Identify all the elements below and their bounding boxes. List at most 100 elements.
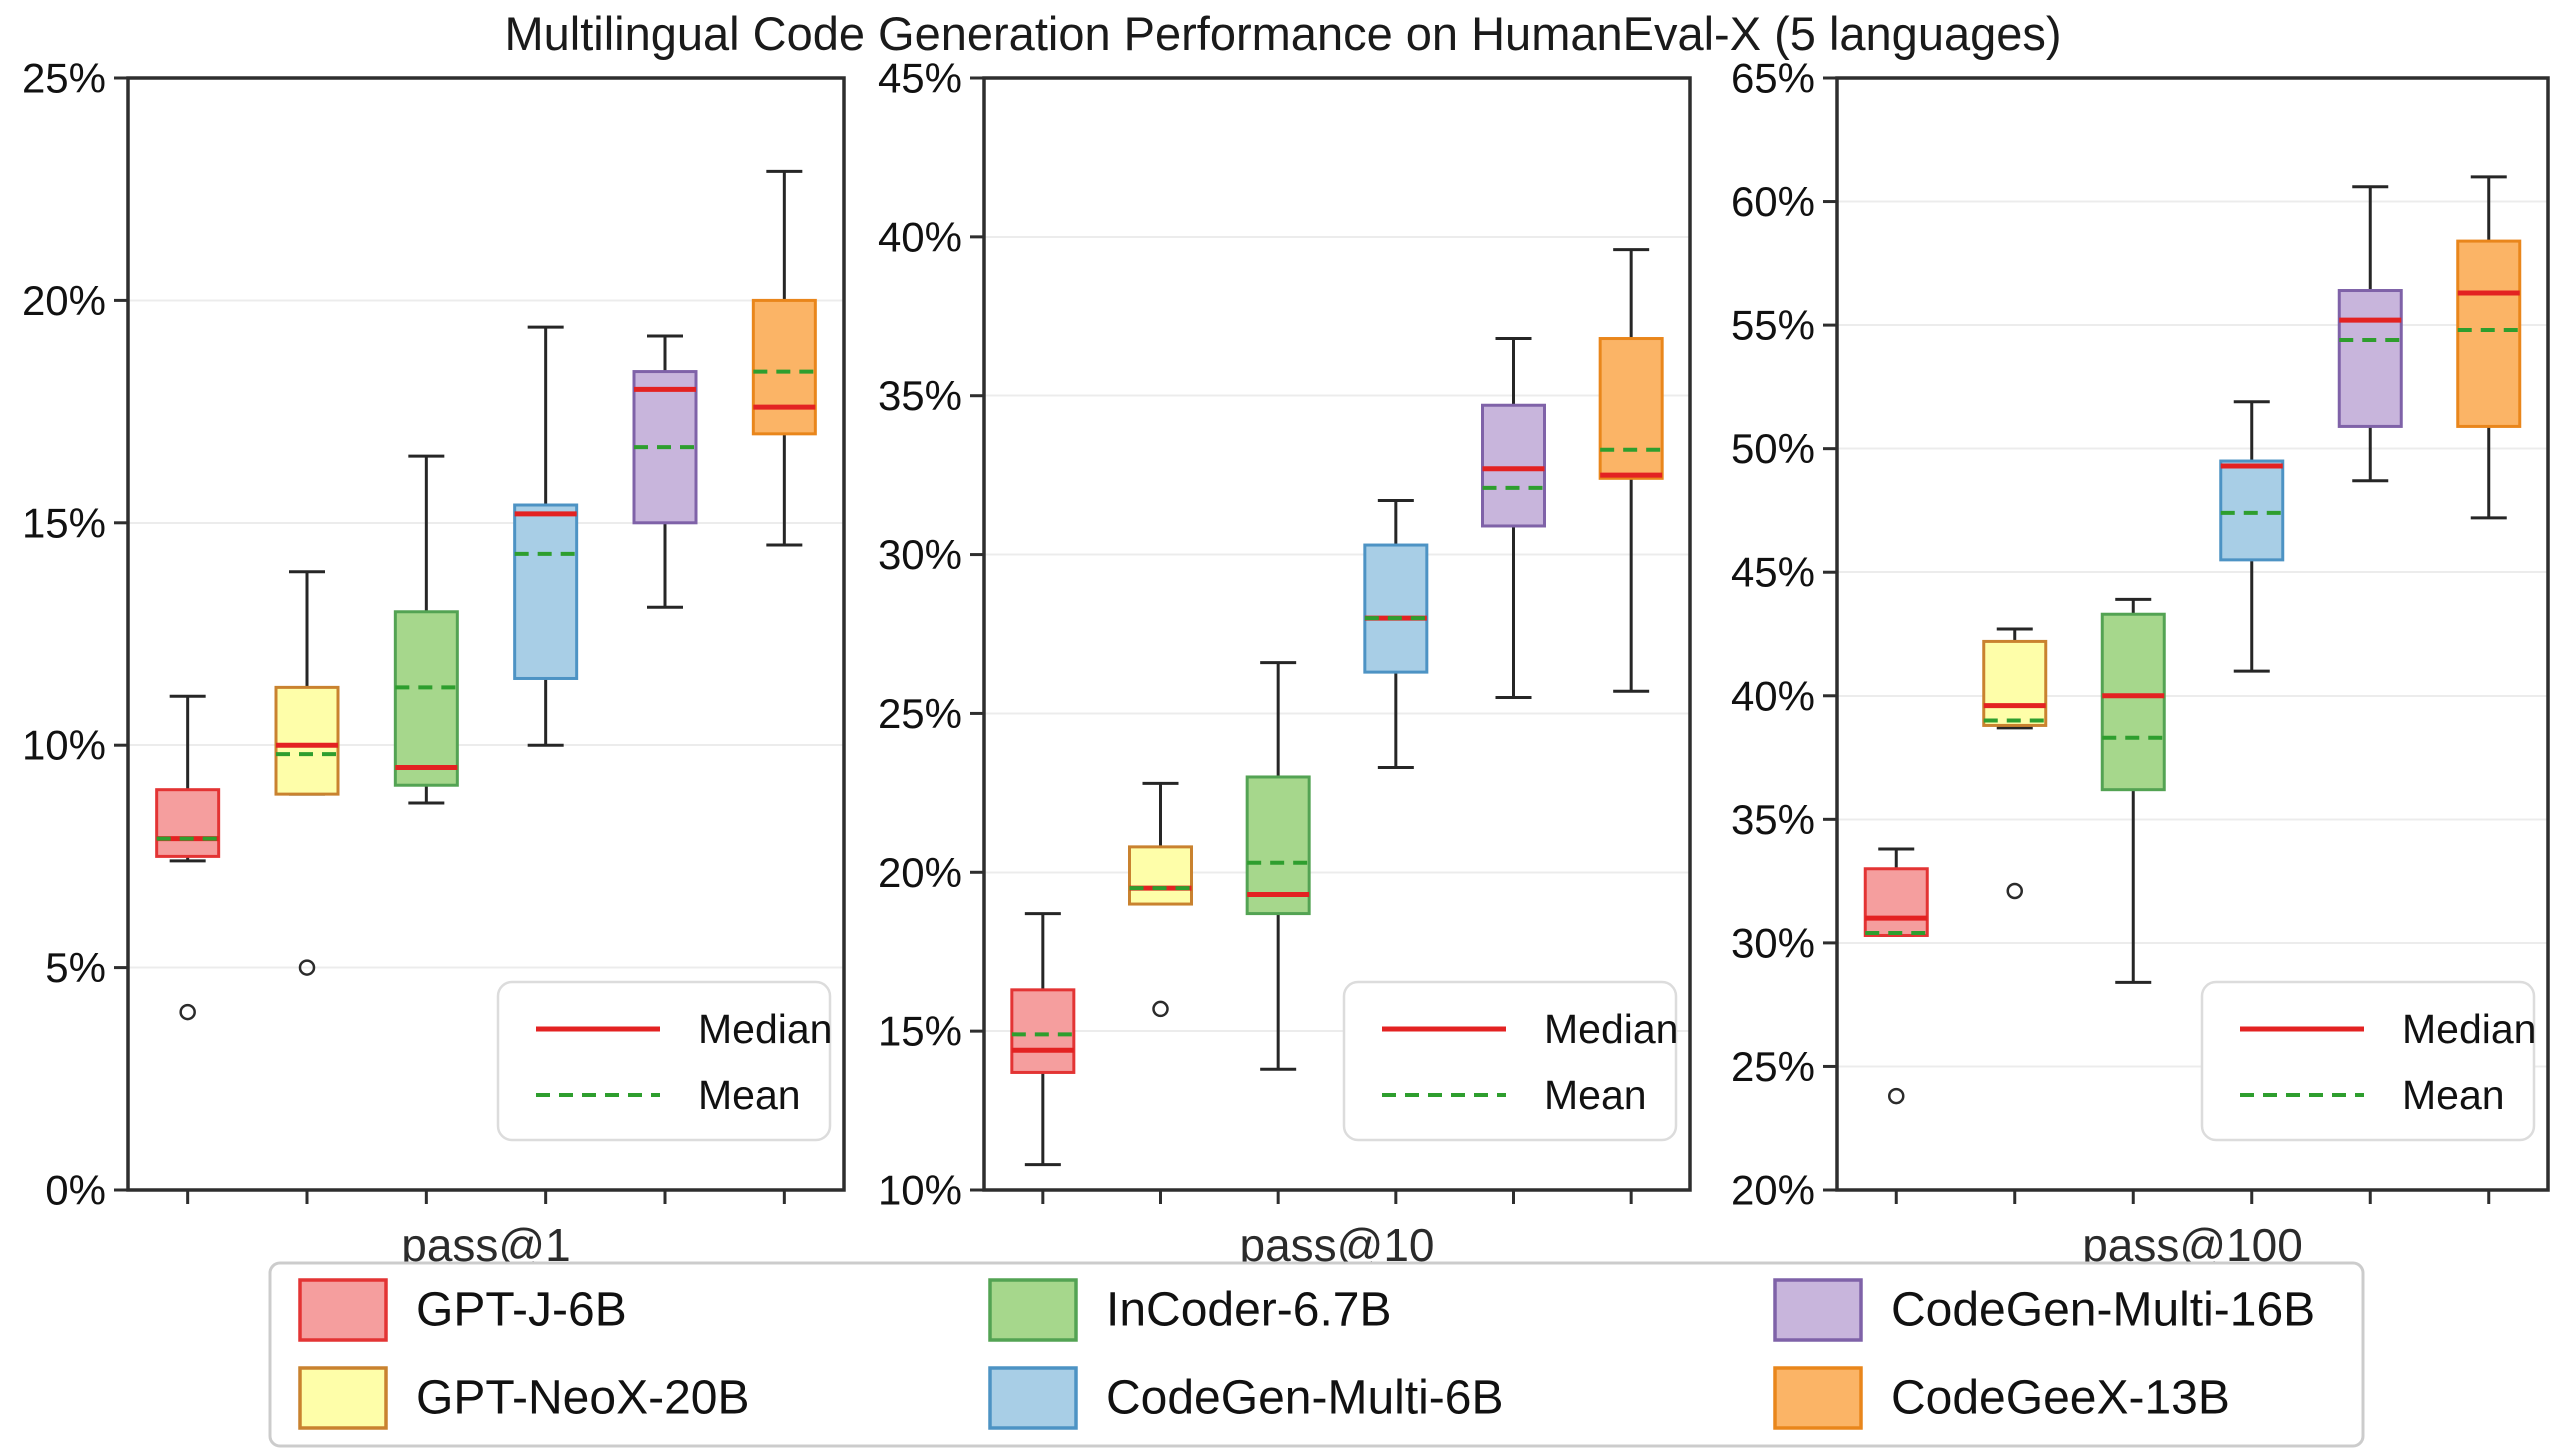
y-tick-label: 30% bbox=[878, 531, 962, 578]
boxplot-GPT-NeoX-20B bbox=[1128, 781, 1193, 1018]
boxplot-GPT-J-6B bbox=[155, 694, 221, 1021]
legend-label: GPT-J-6B bbox=[416, 1284, 627, 1337]
subplot-pass@100: 20%25%30%35%40%45%50%55%60%65%pass@100Me… bbox=[1731, 55, 2550, 1271]
y-tick-label: 20% bbox=[22, 277, 106, 324]
iqr-box bbox=[1982, 639, 2048, 727]
y-tick-label: 10% bbox=[22, 722, 106, 769]
iqr-box bbox=[2100, 612, 2166, 792]
legend-label: CodeGen-Multi-6B bbox=[1106, 1372, 1504, 1425]
iqr-box bbox=[393, 610, 459, 787]
y-tick-label: 45% bbox=[1731, 549, 1815, 596]
iqr-box bbox=[2219, 459, 2285, 562]
inner-legend: Median Mean bbox=[1342, 980, 1678, 1142]
inner-legend-box bbox=[496, 980, 832, 1142]
y-tick-label: 40% bbox=[1731, 672, 1815, 719]
y-tick-label: 60% bbox=[1731, 178, 1815, 225]
mean-legend-label: Mean bbox=[2402, 1072, 2505, 1118]
boxplot-CodeGeeX-13B bbox=[751, 169, 817, 547]
y-tick-label: 25% bbox=[878, 690, 962, 737]
mean-legend-label: Mean bbox=[1544, 1072, 1647, 1118]
legend-swatch bbox=[1773, 1366, 1863, 1430]
legend-item-GPT-NeoX-20B: GPT-NeoX-20B bbox=[298, 1366, 749, 1430]
inner-legend-box bbox=[2200, 980, 2536, 1142]
outlier-marker bbox=[298, 959, 316, 976]
legend-swatch bbox=[1773, 1278, 1863, 1342]
legend-swatch bbox=[988, 1278, 1078, 1342]
y-tick-label: 20% bbox=[1731, 1167, 1815, 1214]
y-tick-label: 50% bbox=[1731, 425, 1815, 472]
legend-swatch bbox=[298, 1278, 388, 1342]
plot-frame bbox=[126, 76, 846, 1192]
iqr-box bbox=[1128, 845, 1193, 906]
iqr-box bbox=[1598, 337, 1664, 480]
iqr-box bbox=[274, 685, 340, 796]
outlier-marker bbox=[179, 1003, 196, 1021]
outlier-marker bbox=[1888, 1087, 1905, 1105]
y-tick-label: 15% bbox=[878, 1008, 962, 1055]
inner-legend-box bbox=[1342, 980, 1678, 1142]
boxplot-GPT-NeoX-20B bbox=[1982, 627, 2048, 900]
iqr-box bbox=[2456, 239, 2522, 428]
iqr-box bbox=[2337, 289, 2403, 428]
legend-label: GPT-NeoX-20B bbox=[416, 1372, 749, 1425]
y-tick-label: 55% bbox=[1731, 302, 1815, 349]
legend-swatch bbox=[988, 1366, 1078, 1430]
y-tick-label: 25% bbox=[22, 55, 106, 102]
y-tick-label: 30% bbox=[1731, 919, 1815, 966]
boxplot-CodeGen-Multi-6B bbox=[1363, 499, 1429, 769]
iqr-box bbox=[1010, 988, 1076, 1074]
legend-item-GPT-J-6B: GPT-J-6B bbox=[298, 1278, 627, 1342]
boxplot-InCoder-6.7B bbox=[2100, 597, 2166, 984]
boxplot-GPT-J-6B bbox=[1010, 912, 1076, 1167]
iqr-box bbox=[751, 298, 817, 436]
y-tick-label: 5% bbox=[45, 944, 106, 991]
legend-item-CodeGeeX-13B: CodeGeeX-13B bbox=[1773, 1366, 2230, 1430]
boxplot-CodeGen-Multi-16B bbox=[632, 334, 698, 609]
plot-frame bbox=[982, 76, 1692, 1192]
plot-frame bbox=[1835, 76, 2550, 1192]
boxplot-CodeGeeX-13B bbox=[2456, 175, 2522, 520]
boxplot-CodeGen-Multi-16B bbox=[1481, 337, 1546, 700]
outlier-marker bbox=[1152, 1000, 1169, 1018]
inner-legend: Median Mean bbox=[496, 980, 832, 1142]
boxplot-CodeGen-Multi-16B bbox=[2337, 185, 2403, 483]
y-tick-label: 35% bbox=[1731, 796, 1815, 843]
y-tick-label: 15% bbox=[22, 499, 106, 546]
outlier-marker bbox=[2006, 882, 2023, 900]
boxplot-InCoder-6.7B bbox=[1245, 661, 1311, 1071]
y-tick-label: 35% bbox=[878, 372, 962, 419]
y-tick-label: 20% bbox=[878, 849, 962, 896]
legend-swatch bbox=[298, 1366, 388, 1430]
model-legend: GPT-J-6B InCoder-6.7B CodeGen-Multi-16B GPT… bbox=[268, 1261, 2365, 1448]
median-legend-label: Median bbox=[698, 1006, 832, 1052]
legend-label: CodeGeeX-13B bbox=[1891, 1372, 2230, 1425]
median-legend-label: Median bbox=[2402, 1006, 2536, 1052]
boxplot-GPT-J-6B bbox=[1863, 847, 1929, 1105]
inner-legend: Median Mean bbox=[2200, 980, 2536, 1142]
median-legend-label: Median bbox=[1544, 1006, 1678, 1052]
legend-label: CodeGen-Multi-16B bbox=[1891, 1284, 2315, 1337]
boxplot-CodeGen-Multi-6B bbox=[2219, 400, 2285, 673]
y-tick-label: 40% bbox=[878, 213, 962, 260]
boxplot-CodeGeeX-13B bbox=[1598, 248, 1664, 693]
boxplot-GPT-NeoX-20B bbox=[274, 570, 340, 976]
iqr-box bbox=[1481, 403, 1546, 528]
legend-item-CodeGen-Multi-16B: CodeGen-Multi-16B bbox=[1773, 1278, 2315, 1342]
y-tick-label: 45% bbox=[878, 55, 962, 102]
y-tick-label: 10% bbox=[878, 1167, 962, 1214]
legend-item-CodeGen-Multi-6B: CodeGen-Multi-6B bbox=[988, 1366, 1504, 1430]
iqr-box bbox=[155, 788, 221, 858]
iqr-box bbox=[1363, 543, 1429, 674]
subplot-pass@10: 10%15%20%25%30%35%40%45%pass@10MedianMea… bbox=[878, 55, 1692, 1271]
boxplot-InCoder-6.7B bbox=[393, 454, 459, 805]
mean-legend-label: Mean bbox=[698, 1072, 801, 1118]
iqr-box bbox=[513, 503, 579, 680]
chart-title: Multilingual Code Generation Performance… bbox=[504, 7, 2062, 60]
iqr-box bbox=[1245, 775, 1311, 916]
y-tick-label: 65% bbox=[1731, 55, 1815, 102]
y-tick-label: 0% bbox=[45, 1167, 106, 1214]
iqr-box bbox=[1863, 867, 1929, 937]
